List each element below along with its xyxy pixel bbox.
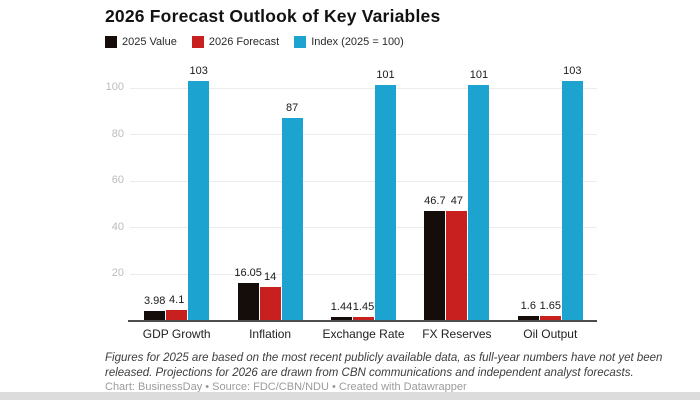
x-axis-category-label: Inflation [249, 327, 292, 341]
credit-line: Chart: BusinessDay • Source: FDC/CBN/NDU… [105, 381, 467, 393]
bar-index-2025-100-[interactable] [468, 85, 490, 320]
bar-index-2025-100-[interactable] [188, 80, 210, 320]
bottom-strip [0, 392, 700, 400]
bar-value-label: 87 [285, 101, 299, 114]
y-axis-tick-label: 60 [111, 174, 124, 186]
bar-index-2025-100-[interactable] [375, 85, 396, 320]
x-axis-category-label: GDP Growth [142, 327, 211, 341]
y-axis-tick-label: 40 [111, 220, 124, 233]
bar-value-label: 1.44 [330, 300, 353, 313]
bar-value-label: 103 [189, 64, 208, 77]
bar-value-label: 1.6 [520, 300, 536, 313]
bar-value-label: 1.65 [539, 300, 561, 313]
gridline [130, 227, 597, 228]
x-axis-category-label: Exchange Rate [322, 327, 405, 341]
y-axis-tick-label: 100 [105, 81, 124, 93]
legend-swatch-icon [191, 36, 204, 48]
bar-value-label: 101 [469, 69, 489, 82]
legend-item-label: Index (2025 = 100) [311, 36, 404, 48]
gridline [130, 87, 597, 89]
bar-2025-value[interactable] [144, 310, 166, 320]
bar-2025-value[interactable] [237, 282, 259, 320]
bar-value-label: 16.05 [234, 266, 262, 279]
legend-item-label: 2025 Value [122, 36, 177, 48]
gridline [130, 273, 597, 275]
gridline [130, 134, 597, 135]
bar-value-label: 4.1 [169, 294, 185, 307]
y-axis-tick-label: 80 [111, 127, 124, 140]
bar-2026-forecast[interactable] [353, 316, 374, 320]
legend-swatch-icon [105, 36, 117, 48]
bar-value-label: 46.7 [424, 195, 446, 208]
legend-item: 2025 Value [105, 36, 177, 48]
footnote-line-2: released. Projections for 2026 are drawn… [105, 366, 634, 379]
bar-index-2025-100-[interactable] [561, 80, 583, 320]
bar-2025-value[interactable] [331, 316, 352, 320]
y-axis-tick-label: 20 [111, 267, 124, 279]
bar-2025-value[interactable] [517, 316, 539, 320]
legend-item-label: 2026 Forecast [208, 36, 280, 48]
legend-item: Index (2025 = 100) [294, 36, 404, 48]
bar-2026-forecast[interactable] [446, 210, 468, 320]
bar-2025-value[interactable] [424, 211, 446, 320]
chart-title: 2026 Forecast Outlook of Key Variables [105, 6, 441, 26]
bar-index-2025-100-[interactable] [281, 117, 303, 320]
x-axis-category-label: Oil Output [523, 327, 578, 341]
x-axis-category-label: FX Reserves [422, 327, 492, 341]
legend-swatch-icon [294, 36, 307, 48]
bar-2026-forecast[interactable] [166, 310, 188, 320]
footnote: Figures for 2025 are based on the most r… [105, 351, 662, 380]
bar-value-label: 1.45 [352, 300, 375, 313]
gridline [130, 180, 597, 182]
x-axis-line [128, 320, 597, 322]
footnote-line-1: Figures for 2025 are based on the most r… [105, 352, 663, 364]
bar-value-label: 103 [563, 64, 582, 77]
bar-value-label: 14 [263, 271, 277, 284]
bar-value-label: 3.98 [143, 294, 166, 307]
bar-2026-forecast[interactable] [259, 287, 281, 320]
bar-value-label: 101 [376, 69, 395, 82]
bar-2026-forecast[interactable] [539, 316, 561, 320]
legend: 2025 Value 2026 Forecast Index (2025 = 100… [105, 36, 404, 48]
bar-value-label: 47 [450, 194, 464, 207]
legend-item: 2026 Forecast [191, 36, 280, 48]
